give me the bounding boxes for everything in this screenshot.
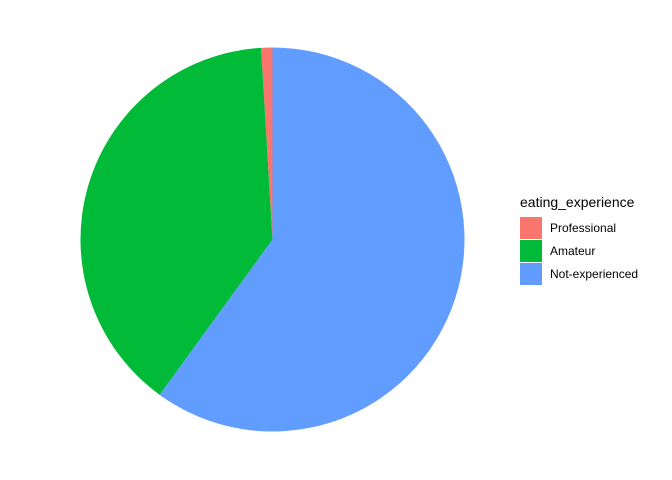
legend: eating_experience Professional Amateur Not… [520, 194, 638, 285]
legend-label-amateur: Amateur [550, 244, 595, 258]
pie-slices [80, 47, 465, 432]
legend-swatch-not-experienced [520, 263, 542, 285]
legend-keys: Professional Amateur Not-experienced [520, 217, 638, 285]
pie-slice-amateur [80, 47, 273, 395]
legend-swatch-professional [520, 217, 542, 239]
pie-slice-not-experienced [159, 47, 465, 432]
legend-title: eating_experience [520, 194, 635, 210]
legend-swatch-amateur [520, 240, 542, 262]
pie-slice-professional [261, 47, 273, 240]
legend-label-not-experienced: Not-experienced [550, 267, 638, 281]
legend-label-professional: Professional [550, 221, 616, 235]
